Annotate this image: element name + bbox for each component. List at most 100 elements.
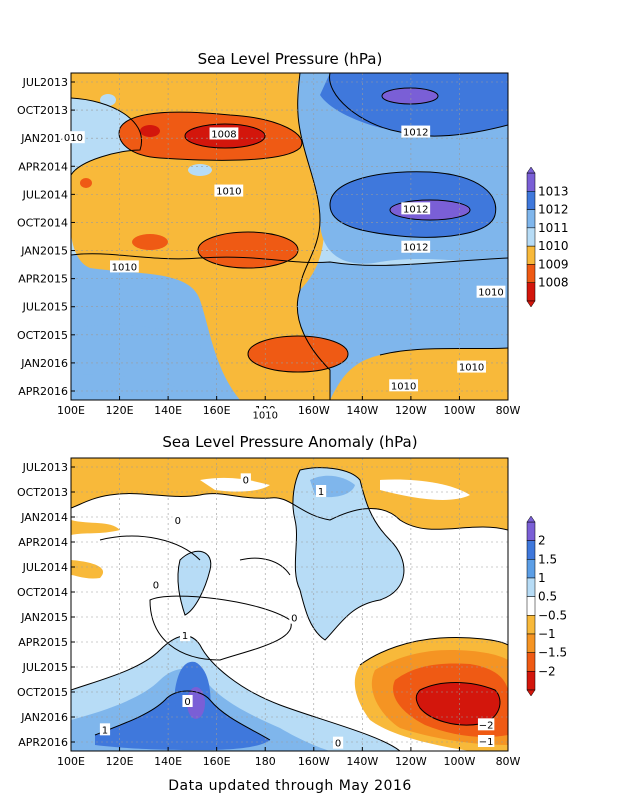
legend-arrow-bottom bbox=[526, 689, 536, 697]
legend-swatch bbox=[526, 559, 536, 579]
contour-label-text: 1010 bbox=[252, 410, 277, 421]
slp-title: Sea Level Pressure (hPa) bbox=[198, 50, 383, 68]
legend-swatch bbox=[526, 652, 536, 672]
contour-label: 1010 bbox=[389, 379, 419, 392]
contour-label-text: 0 bbox=[153, 580, 159, 591]
contour-label-bg bbox=[332, 736, 344, 749]
contour-label-text: 010 bbox=[64, 133, 83, 144]
contour-label-bg bbox=[401, 125, 431, 138]
legend-label: −2 bbox=[538, 664, 556, 678]
slp-frame bbox=[70, 72, 509, 401]
y-tick-label: JUL2015 bbox=[22, 301, 68, 314]
x-tick-label: 100W bbox=[444, 404, 476, 417]
contour-label: 0 bbox=[332, 736, 344, 750]
x-tick-label: 120W bbox=[395, 755, 427, 768]
contour-label-text: −2 bbox=[479, 720, 494, 731]
contour-label-text: 1010 bbox=[459, 363, 484, 374]
y-tick-label: JAN2014 bbox=[20, 511, 68, 524]
y-tick-label: JUL2013 bbox=[22, 76, 68, 89]
contour-label: 1010 bbox=[110, 260, 139, 273]
legend-label: −1.5 bbox=[538, 646, 567, 660]
legend-swatch bbox=[526, 227, 536, 247]
contour-label-bg bbox=[389, 379, 419, 392]
legend-label: 1 bbox=[538, 571, 546, 585]
y-tick-label: OCT2013 bbox=[17, 104, 68, 117]
contour-label-text: 0 bbox=[243, 475, 249, 486]
contour-label-bg bbox=[240, 473, 251, 486]
contour-label: 1010 bbox=[457, 360, 486, 374]
slp-1008-pool bbox=[132, 234, 168, 250]
y-tick-label: OCT2014 bbox=[17, 586, 68, 599]
slp-field bbox=[71, 73, 508, 400]
contour-label-bg bbox=[477, 735, 495, 747]
x-tick-label: 120W bbox=[395, 404, 427, 417]
footer-note: Data updated through May 2016 bbox=[168, 778, 412, 794]
y-tick-label: JAN2016 bbox=[20, 711, 68, 724]
contour-label-text: 1 bbox=[318, 487, 324, 498]
slp-1011-patch bbox=[71, 374, 180, 400]
y-tick-label: JUL2015 bbox=[22, 661, 68, 674]
contour-label: 010 bbox=[62, 131, 85, 144]
contour-label-text: 1010 bbox=[216, 187, 241, 198]
legend-arrow-top bbox=[526, 515, 536, 523]
slp-legend: 1013 1012 1011 1010 1009 1008 bbox=[526, 166, 569, 308]
x-tick-label: 100E bbox=[57, 404, 85, 417]
slp-panel: Sea Level Pressure (hPa) bbox=[17, 50, 569, 421]
contour-label-bg bbox=[209, 127, 239, 140]
y-tick-label: APR2015 bbox=[18, 636, 68, 649]
contour-label-bg bbox=[477, 718, 495, 731]
contour-label-text: 1010 bbox=[112, 262, 137, 273]
contour-label-text: 1010 bbox=[391, 381, 416, 392]
y-tick-label: JUL2013 bbox=[22, 461, 68, 474]
legend-label: 1011 bbox=[538, 221, 569, 235]
slp-1010-island bbox=[188, 164, 212, 176]
anomaly-neg-left bbox=[71, 520, 120, 535]
x-tick-label: 140E bbox=[154, 404, 182, 417]
x-tick-label: 140W bbox=[346, 755, 378, 768]
y-tick-label: APR2014 bbox=[18, 160, 68, 173]
legend-label: 1010 bbox=[538, 239, 569, 253]
contour-label: −1 bbox=[477, 735, 495, 748]
contour-label-bg bbox=[182, 695, 193, 707]
x-tick-label: 80W bbox=[496, 755, 521, 768]
legend-swatch bbox=[526, 282, 536, 302]
contour-label-text: 1 bbox=[102, 725, 108, 736]
y-tick-label: JAN2015 bbox=[20, 245, 68, 258]
y-tick-label: OCT2013 bbox=[17, 486, 68, 499]
anomaly-pos-core bbox=[95, 691, 270, 750]
anomaly-axes: 100E 120E 140E 160E 180 160W 140W 120W 100W 80W JU… bbox=[17, 461, 521, 768]
x-tick-label: 160W bbox=[298, 755, 330, 768]
contour-label: 1 bbox=[180, 629, 191, 642]
y-tick-label: APR2016 bbox=[18, 385, 68, 398]
legend-arrow-bottom bbox=[526, 300, 536, 308]
contour-label-text: 1012 bbox=[403, 243, 428, 254]
legend-swatch bbox=[526, 596, 536, 616]
slp-1008-pool bbox=[198, 232, 298, 268]
slp-axes: 100E120E140E160E180160W140W120W100W80WJU… bbox=[17, 76, 521, 417]
x-tick-label: 120E bbox=[106, 755, 134, 768]
y-tick-label: APR2016 bbox=[18, 736, 68, 749]
contour-label-bg bbox=[457, 360, 486, 373]
slp-1013-core bbox=[382, 88, 438, 104]
contour-label-bg bbox=[289, 611, 300, 624]
anomaly-contour-labels: 1 0 0 0 0 1 0 1 0 −2 −1 bbox=[99, 473, 495, 750]
contour-label-bg bbox=[401, 240, 431, 253]
legend-swatch bbox=[526, 577, 536, 597]
contour-label-text: 1012 bbox=[403, 204, 428, 215]
contour-label-bg bbox=[250, 408, 280, 421]
anomaly-panel: Sea Level Pressure Anomaly (hPa) bbox=[17, 433, 567, 768]
contour-label: 0 bbox=[182, 695, 193, 708]
contour-label-bg bbox=[214, 184, 244, 197]
legend-label: 1009 bbox=[538, 257, 569, 271]
y-tick-label: APR2015 bbox=[18, 273, 68, 286]
x-tick-label: 140W bbox=[346, 404, 378, 417]
x-tick-label: 140E bbox=[154, 755, 182, 768]
contour-label-bg bbox=[476, 285, 506, 298]
contour-label-text: 1008 bbox=[211, 129, 236, 140]
legend-swatch bbox=[526, 615, 536, 635]
slp-1008-core bbox=[80, 178, 92, 188]
slp-1012-north bbox=[320, 73, 508, 136]
x-tick-label: 160W bbox=[298, 404, 330, 417]
legend-swatch bbox=[526, 209, 536, 229]
contour-label-text: 0 bbox=[291, 614, 297, 625]
